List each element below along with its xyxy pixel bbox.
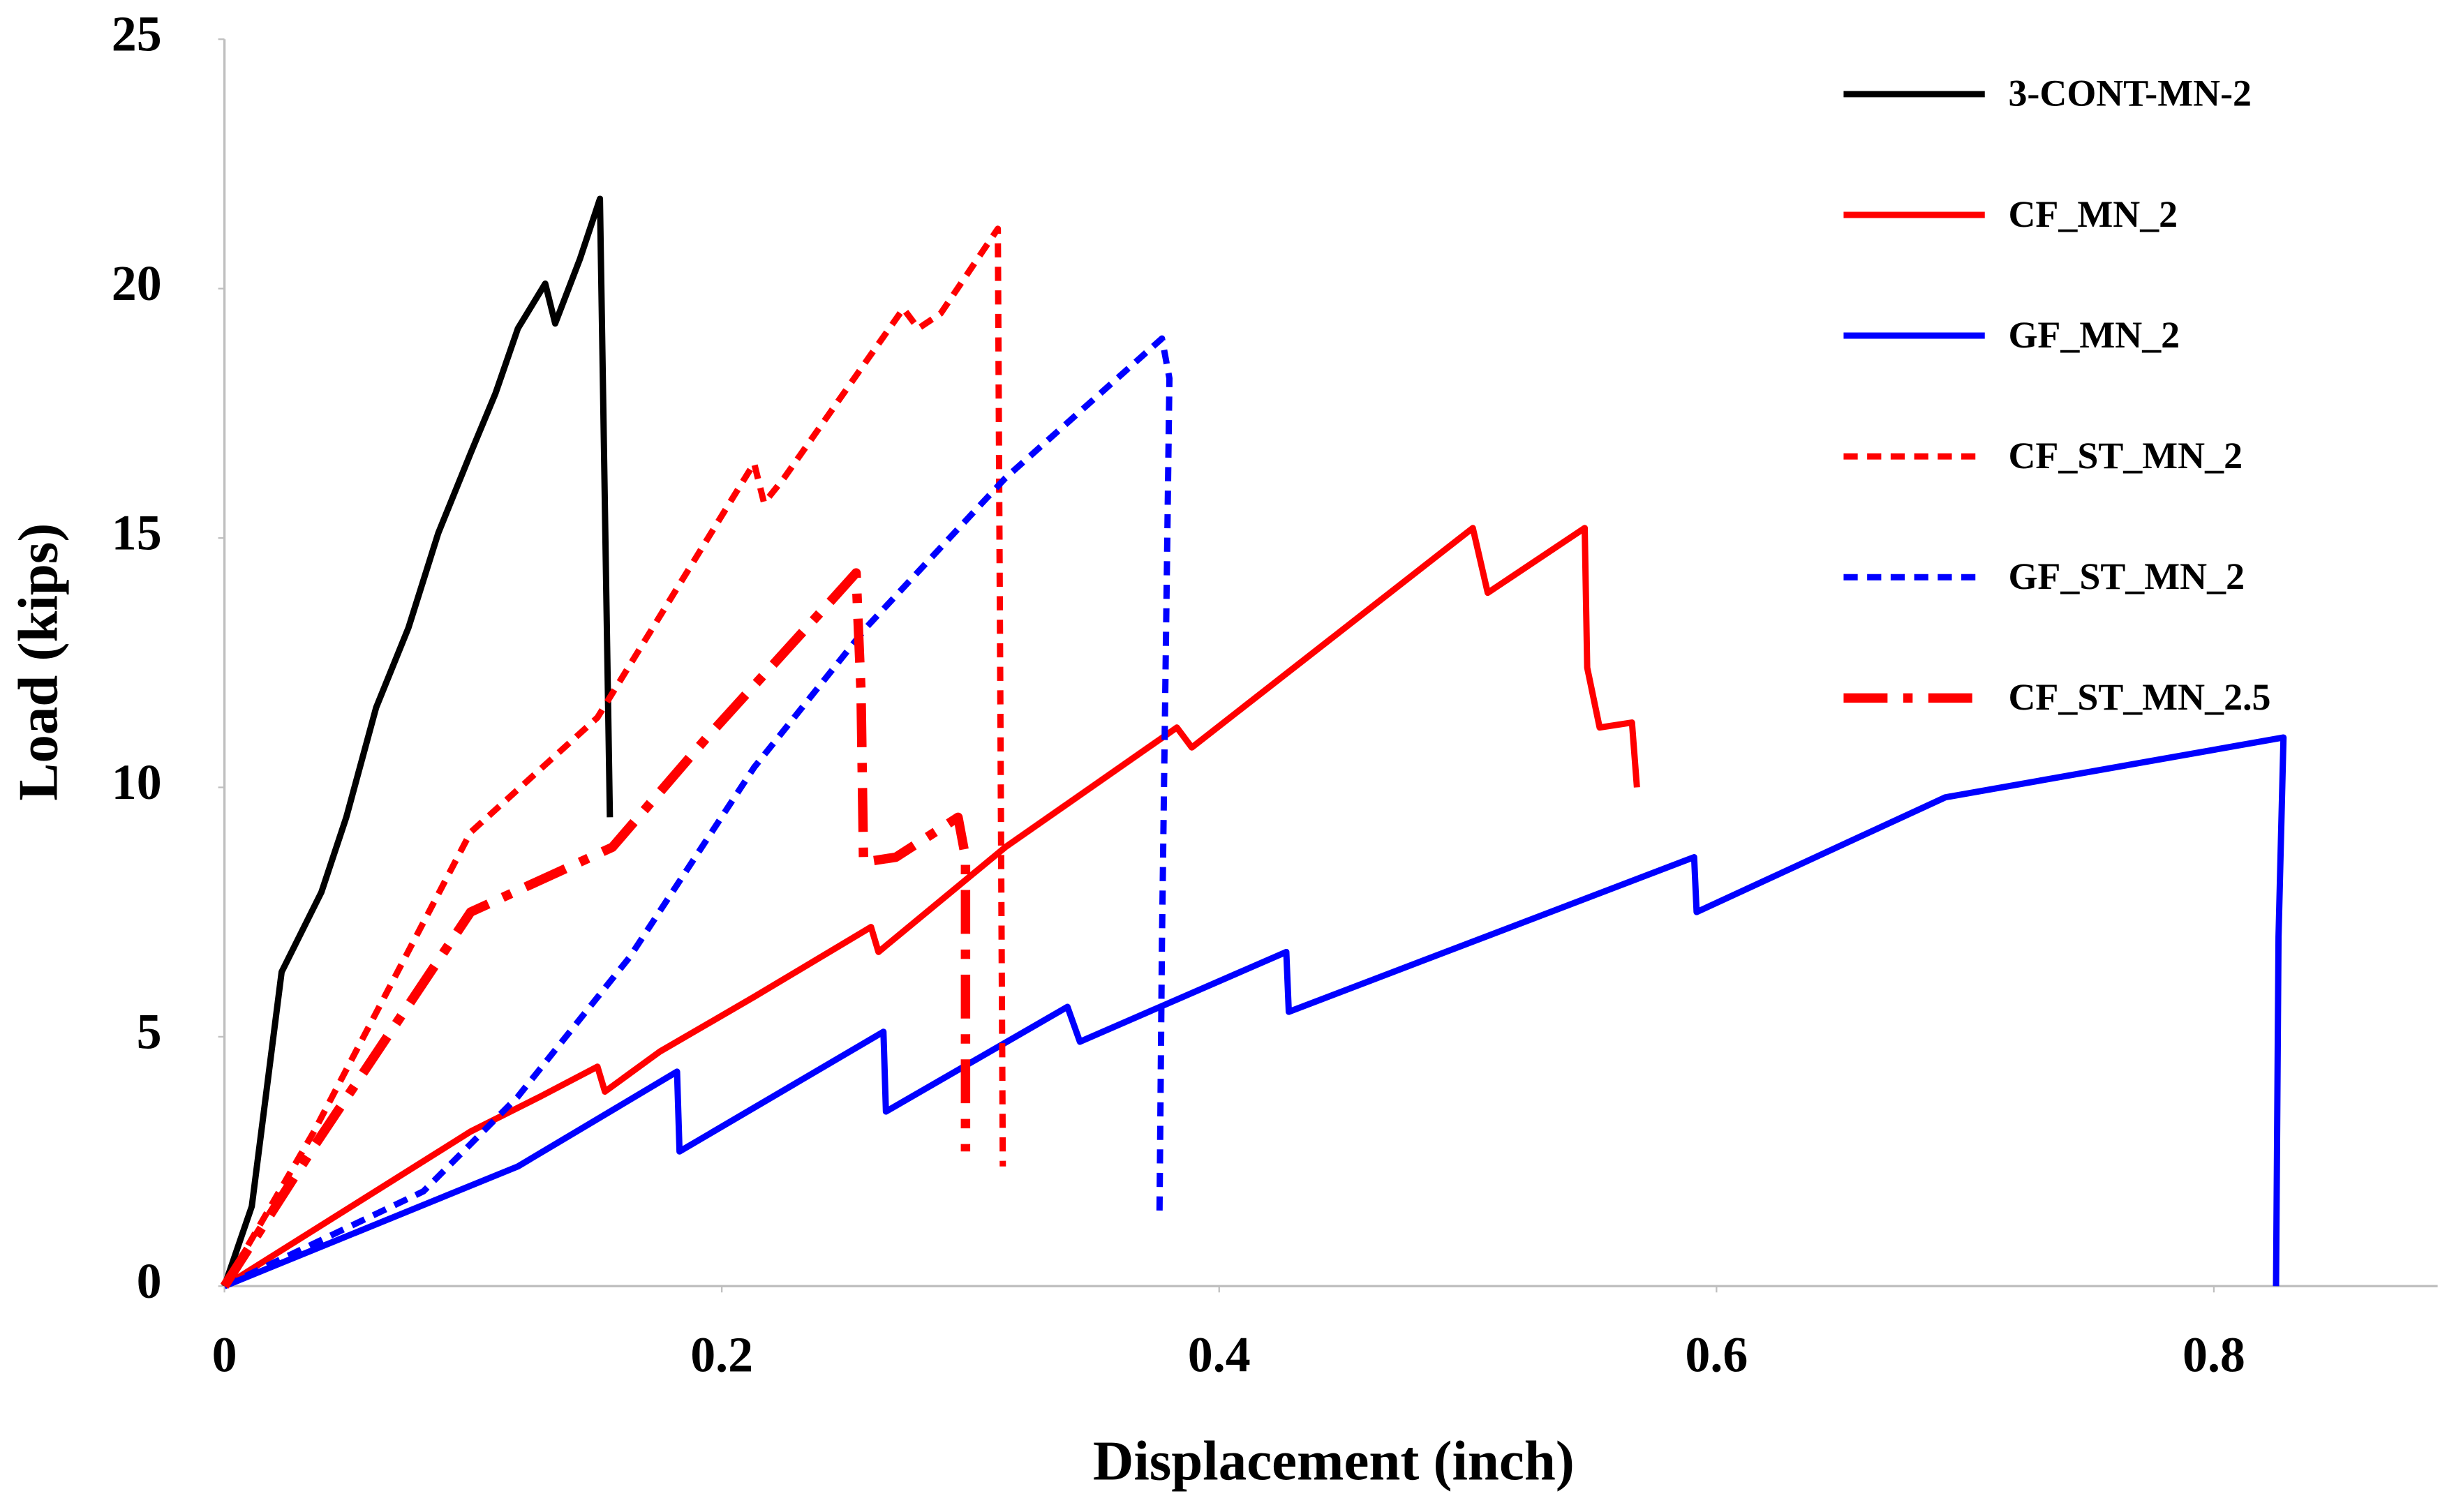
y-tick-label: 25 <box>112 6 162 62</box>
x-tick-label: 0.6 <box>1685 1326 1748 1382</box>
x-axis-title: Displacement (inch) <box>1093 1429 1575 1492</box>
y-tick-label: 0 <box>137 1253 162 1309</box>
x-tick-label: 0.2 <box>690 1326 753 1382</box>
series-line <box>223 525 1640 1289</box>
series-line <box>221 225 1006 1288</box>
y-tick-label: 15 <box>112 505 162 561</box>
series-line <box>223 335 1173 1289</box>
legend-label: GF_ST_MN_2 <box>2008 555 2245 597</box>
legend-label: CF_MN_2 <box>2008 193 2178 235</box>
legend-label: 3-CONT-MN-2 <box>2008 73 2252 114</box>
series-line <box>223 734 2287 1289</box>
x-tick-label: 0.4 <box>1188 1326 1251 1382</box>
y-tick-label: 10 <box>112 754 162 810</box>
y-axis-title: Load (kips) <box>7 523 70 801</box>
x-tick-label: 0 <box>212 1326 237 1382</box>
series-line <box>221 195 614 1287</box>
y-tick-label: 20 <box>112 255 162 311</box>
series-line <box>220 568 971 1289</box>
legend-label: CF_ST_MN_2.5 <box>2008 676 2270 718</box>
legend-label: GF_MN_2 <box>2008 314 2180 356</box>
legend-label: CF_ST_MN_2 <box>2008 435 2243 477</box>
x-tick-label: 0.8 <box>2182 1326 2245 1382</box>
y-tick-label: 5 <box>137 1003 162 1059</box>
